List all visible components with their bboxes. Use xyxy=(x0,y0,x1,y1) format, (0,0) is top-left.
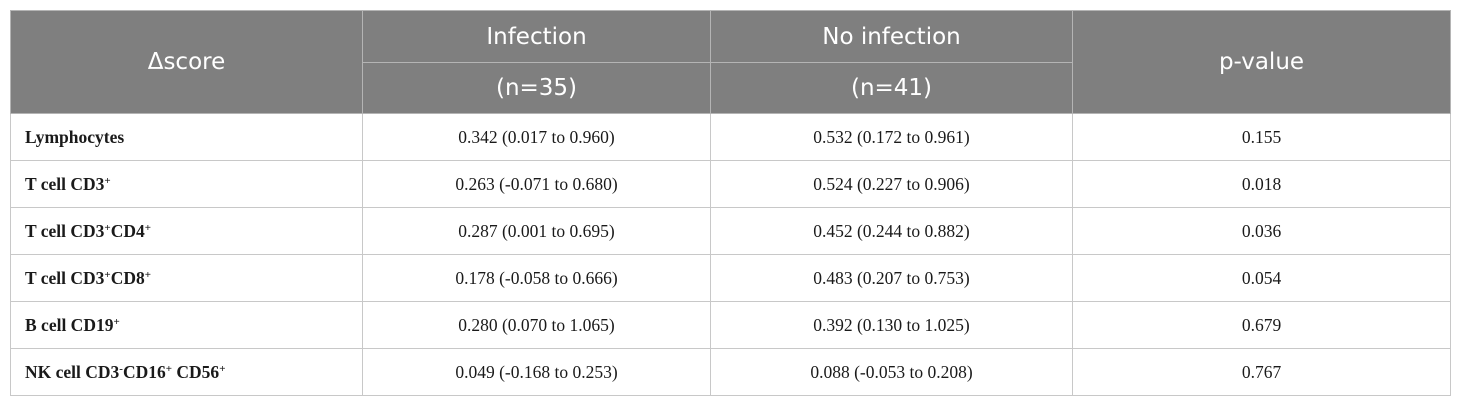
label-text: T cell CD3 xyxy=(25,173,105,194)
table-row: T cell CD3+CD8+ 0.178 (-0.058 to 0.666) … xyxy=(10,254,1451,302)
label-text: NK cell CD3 xyxy=(25,361,120,382)
table-body: Lymphocytes 0.342 (0.017 to 0.960) 0.532… xyxy=(10,113,1451,396)
superscript-plus: + xyxy=(219,362,226,375)
header-p-value: p-value xyxy=(1072,10,1451,114)
p-value: 0.054 xyxy=(1072,254,1451,302)
no-infection-value: 0.088 (-0.053 to 0.208) xyxy=(710,348,1073,396)
row-label: T cell CD3+CD4+ xyxy=(10,207,363,255)
p-value: 0.036 xyxy=(1072,207,1451,255)
superscript-plus: + xyxy=(144,268,151,281)
label-text: CD4 xyxy=(110,220,145,241)
table-row: T cell CD3+CD4+ 0.287 (0.001 to 0.695) 0… xyxy=(10,207,1451,255)
superscript-plus: + xyxy=(144,221,151,234)
no-infection-value: 0.452 (0.244 to 0.882) xyxy=(710,207,1073,255)
header-row: Δscore Infection No infection p-value xyxy=(10,10,1451,114)
infection-value: 0.178 (-0.058 to 0.666) xyxy=(362,254,711,302)
infection-value: 0.280 (0.070 to 1.065) xyxy=(362,301,711,349)
header-no-infection: No infection xyxy=(710,10,1073,63)
table-row: B cell CD19+ 0.280 (0.070 to 1.065) 0.39… xyxy=(10,301,1451,349)
p-value: 0.767 xyxy=(1072,348,1451,396)
superscript-minus: - xyxy=(119,362,123,375)
no-infection-value: 0.532 (0.172 to 0.961) xyxy=(710,113,1073,161)
row-label: T cell CD3+ xyxy=(10,160,363,208)
infection-value: 0.287 (0.001 to 0.695) xyxy=(362,207,711,255)
label-text: CD56 xyxy=(172,361,220,382)
results-table: Δscore Infection No infection p-value (n… xyxy=(10,10,1451,396)
table-row: Lymphocytes 0.342 (0.017 to 0.960) 0.532… xyxy=(10,113,1451,161)
superscript-plus: + xyxy=(165,362,173,375)
header-delta-score: Δscore xyxy=(10,10,363,114)
label-text: T cell CD3 xyxy=(25,220,105,241)
no-infection-value: 0.483 (0.207 to 0.753) xyxy=(710,254,1073,302)
superscript-plus: + xyxy=(104,221,111,234)
p-value: 0.155 xyxy=(1072,113,1451,161)
header-infection: Infection xyxy=(362,10,711,63)
superscript-plus: + xyxy=(104,174,111,187)
no-infection-value: 0.392 (0.130 to 1.025) xyxy=(710,301,1073,349)
label-text: T cell CD3 xyxy=(25,267,105,288)
row-label: B cell CD19+ xyxy=(10,301,363,349)
row-label: T cell CD3+CD8+ xyxy=(10,254,363,302)
p-value: 0.679 xyxy=(1072,301,1451,349)
label-text: CD16 xyxy=(122,361,166,382)
superscript-plus: + xyxy=(113,315,120,328)
table-row: T cell CD3+ 0.263 (-0.071 to 0.680) 0.52… xyxy=(10,160,1451,208)
header-subrow: (n=35) (n=41) xyxy=(11,62,1451,114)
header-no-infection-n: (n=41) xyxy=(710,62,1073,114)
label-text: CD8 xyxy=(110,267,145,288)
infection-value: 0.342 (0.017 to 0.960) xyxy=(362,113,711,161)
row-label: NK cell CD3-CD16+ CD56+ xyxy=(10,348,363,396)
infection-value: 0.263 (-0.071 to 0.680) xyxy=(362,160,711,208)
header-infection-n: (n=35) xyxy=(362,62,711,114)
no-infection-value: 0.524 (0.227 to 0.906) xyxy=(710,160,1073,208)
table-header: Δscore Infection No infection p-value (n… xyxy=(10,10,1451,114)
superscript-plus: + xyxy=(104,268,111,281)
infection-value: 0.049 (-0.168 to 0.253) xyxy=(362,348,711,396)
row-label: Lymphocytes xyxy=(10,113,363,161)
label-text: B cell CD19 xyxy=(25,314,114,335)
p-value: 0.018 xyxy=(1072,160,1451,208)
table-row: NK cell CD3-CD16+ CD56+ 0.049 (-0.168 to… xyxy=(10,348,1451,396)
